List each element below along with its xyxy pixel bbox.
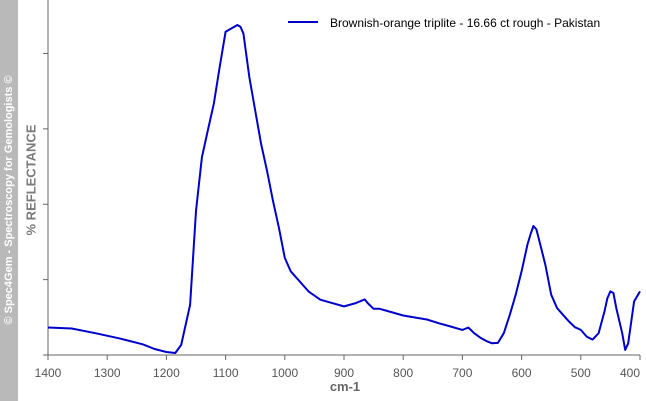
legend: Brownish-orange triplite - 16.66 ct roug… bbox=[288, 16, 600, 30]
y-ticks bbox=[43, 53, 48, 356]
axes: 1400 1300 1200 1100 1000 900 800 700 600 500 400 bbox=[35, 0, 641, 380]
x-tick-label: 1000 bbox=[271, 366, 298, 380]
x-tick-label: 400 bbox=[620, 366, 640, 380]
x-tick-label: 700 bbox=[452, 366, 472, 380]
series-layer bbox=[47, 24, 641, 354]
x-tick-label: 1200 bbox=[153, 366, 180, 380]
x-ticks: 1400 1300 1200 1100 1000 900 800 700 600 500 400 bbox=[35, 355, 641, 380]
x-tick-label: 1400 bbox=[35, 366, 62, 380]
x-tick-label: 500 bbox=[571, 366, 591, 380]
x-tick-label: 1100 bbox=[213, 366, 239, 380]
x-tick-label: 1300 bbox=[94, 366, 121, 380]
watermark-band: © Spec4Gem - Spectroscopy for Gemologist… bbox=[0, 0, 18, 401]
series-line bbox=[47, 24, 641, 354]
x-tick-label: 600 bbox=[512, 366, 532, 380]
x-tick-label: 800 bbox=[393, 366, 413, 380]
legend-label: Brownish-orange triplite - 16.66 ct roug… bbox=[330, 16, 600, 30]
x-axis-label: cm-1 bbox=[330, 379, 360, 394]
x-tick-label: 900 bbox=[334, 366, 354, 380]
